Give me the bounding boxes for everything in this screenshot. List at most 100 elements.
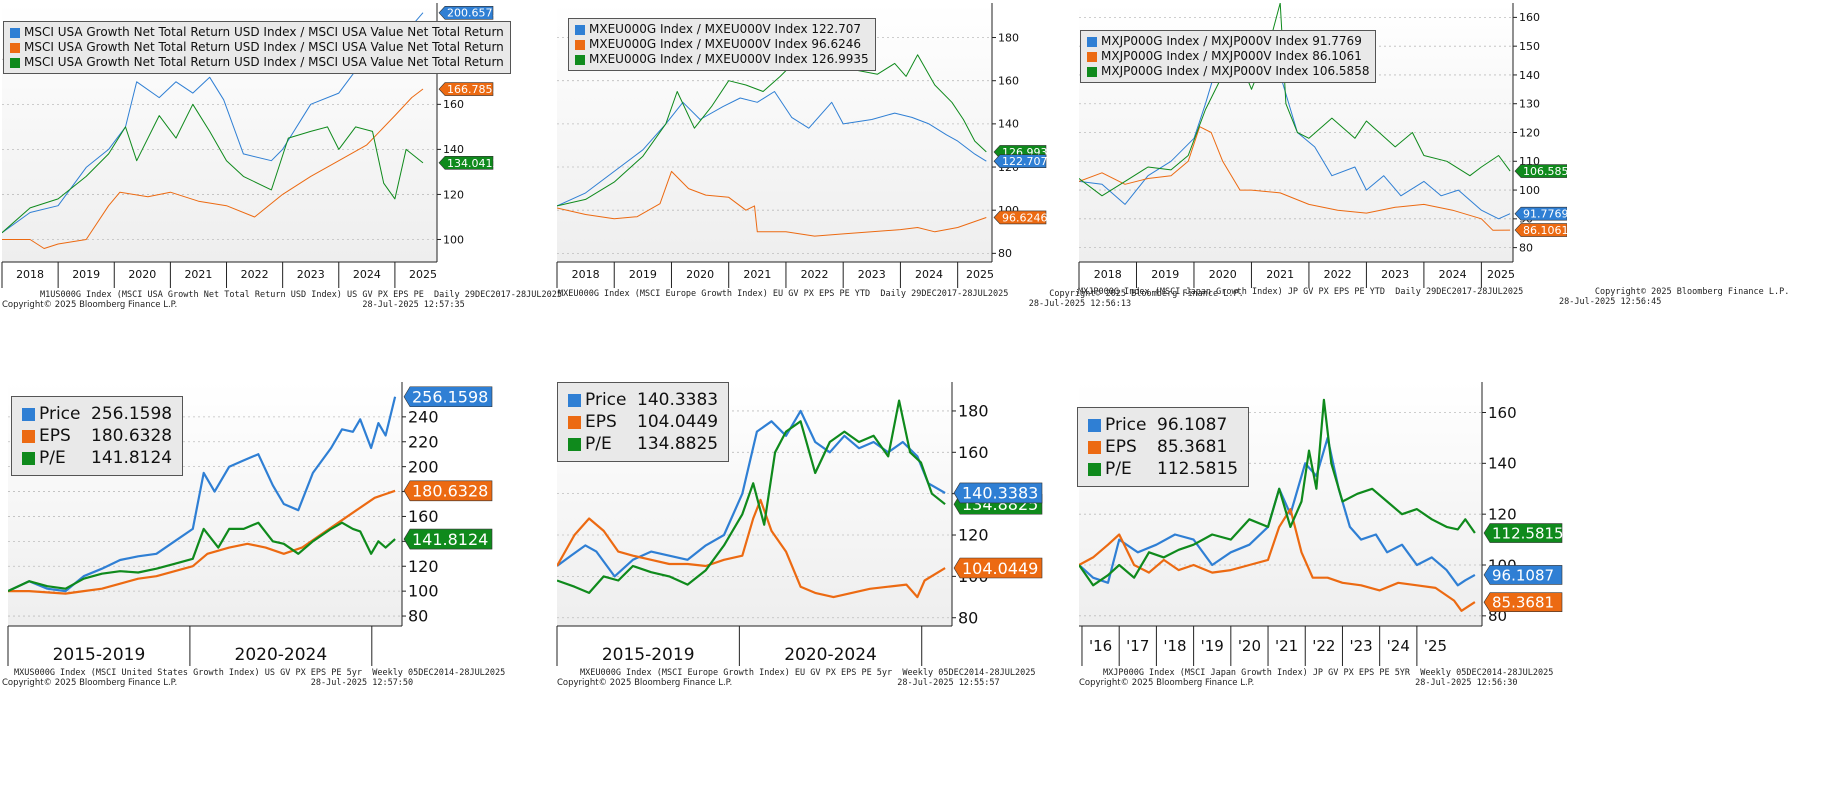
x-tick-label: '16	[1089, 637, 1112, 655]
y-tick-label: 100	[408, 582, 439, 601]
x-tick-label: '25	[1424, 637, 1447, 655]
value-tag-text: 91.7769	[1523, 208, 1567, 221]
y-tick-label: 180	[958, 402, 989, 421]
value-tag-shape	[438, 5, 494, 20]
series-line-blue	[8, 396, 397, 593]
value-tag-shape	[1514, 206, 1567, 221]
y-tick-label: 180	[998, 31, 1019, 44]
value-tag-blue: 200.6575	[438, 5, 495, 20]
y-tick-label: 80	[1519, 241, 1533, 254]
x-tick-label: 2025	[966, 268, 994, 281]
legend-swatch	[568, 393, 581, 407]
copyright-text: Copyright© 2025 Bloomberg Finance L.P.	[2, 300, 178, 310]
value-tag-green: 134.0412	[438, 156, 495, 170]
x-tick-label: '22	[1312, 637, 1335, 655]
value-tag-blue: 96.1087	[1483, 565, 1563, 585]
x-tick-label: 2021	[1266, 268, 1294, 281]
x-tick-label: 2020	[128, 268, 156, 281]
legend-swatch	[1087, 36, 1097, 47]
y-tick-label: 120	[1519, 126, 1540, 139]
chart-panel-japan-5yr: 80100120140160'15'16'17'18'19'20'21'22'2…	[1077, 378, 1567, 694]
x-tick-label: 2024	[1439, 268, 1467, 281]
legend-label: P/E	[39, 448, 66, 468]
legend-entry: P/E 112.5815	[1088, 458, 1238, 480]
copyright-text: Copyright© 2025 Bloomberg Finance L.P.	[557, 678, 733, 688]
x-tick-label: 2019	[1151, 268, 1179, 281]
y-tick-label: 80	[998, 247, 1012, 260]
value-tag-text: 104.0449	[962, 559, 1038, 578]
x-tick-label: '23	[1349, 637, 1372, 655]
x-tick-label: 2018	[572, 268, 600, 281]
legend-entry: MXJP000G Index / MXJP000V Index 91.7769	[1087, 34, 1369, 49]
legend-swatch	[22, 407, 35, 421]
footer-line-1: MXJP000G Index (MSCI Japan Growth Index)…	[1078, 287, 1790, 297]
legend-text: MSCI USA Growth Net Total Return USD Ind…	[24, 55, 504, 69]
series-line-blue	[1079, 31, 1511, 220]
chart-legend: MXEU000G Index / MXEU000V Index 122.707 …	[568, 18, 876, 71]
legend-entry: Price 96.1087	[1088, 414, 1238, 436]
y-tick-label: 80	[408, 607, 428, 626]
legend-entry: Price 140.3383	[568, 389, 718, 411]
value-tag-shape	[1483, 592, 1563, 612]
series-line-blue	[557, 409, 946, 578]
footer-line-2: 28-Jul-2025 12:56:13	[558, 299, 1132, 309]
x-tick-label: '18	[1163, 637, 1186, 655]
value-tag-green: 141.8124	[403, 528, 493, 550]
y-tick-label: 140	[1488, 455, 1517, 473]
legend-text: MXEU000G Index / MXEU000V Index 96.6246	[589, 37, 862, 51]
footer-line-2: 28-Jul-2025 12:57:35	[40, 300, 465, 310]
x-tick-label: 2024	[915, 268, 943, 281]
legend-value: 134.8825	[637, 434, 719, 454]
x-tick-label: 2018	[16, 268, 44, 281]
legend-entry: MXEU000G Index / MXEU000V Index 96.6246	[575, 37, 869, 52]
x-tick-label: '17	[1126, 637, 1149, 655]
chart-footer: MXUS000G Index (MSCI United States Growt…	[14, 668, 505, 688]
y-tick-label: 200	[408, 457, 439, 476]
series-line-orange	[557, 170, 987, 237]
legend-entry: P/E 141.8124	[22, 447, 172, 469]
legend-entry: EPS 85.3681	[1088, 436, 1238, 458]
y-tick-label: 140	[1519, 69, 1540, 82]
value-tag-shape	[438, 156, 494, 170]
legend-label: EPS	[39, 426, 71, 446]
chart-footer: MXJP000G Index (MSCI Japan Growth Index)…	[1078, 287, 1789, 307]
footer-line-1: MXUS000G Index (MSCI United States Growt…	[14, 668, 506, 678]
chart-legend: MXJP000G Index / MXJP000V Index 91.7769 …	[1080, 30, 1377, 83]
value-tag-text: 141.8124	[412, 530, 488, 549]
legend-entry: EPS 104.0449	[568, 411, 718, 433]
legend-value: 140.3383	[637, 390, 719, 410]
value-tag-text: 85.3681	[1492, 594, 1554, 612]
y-tick-label: 100	[443, 233, 464, 246]
legend-swatch	[10, 27, 20, 38]
value-tag-orange: 166.7855	[438, 82, 495, 96]
chart-legend: Price 140.3383 EPS 104.0449 P/E 134.8825	[557, 382, 730, 462]
value-tag-orange: 86.1061	[1514, 223, 1567, 237]
chart-panel-us-daily: 1001201401601802018201920202021202220232…	[0, 0, 562, 312]
x-tick-label: 2023	[858, 268, 886, 281]
legend-swatch	[1087, 51, 1097, 62]
y-tick-label: 120	[408, 557, 439, 576]
y-tick-label: 220	[408, 432, 439, 451]
series-line-green	[8, 521, 396, 593]
legend-entry: MSCI USA Growth Net Total Return USD Ind…	[10, 40, 504, 55]
chart-panel-japan-daily: 8090100110120130140150160201820192020202…	[1077, 0, 1789, 312]
legend-swatch	[575, 39, 585, 50]
legend-label: Price	[585, 390, 627, 410]
legend-swatch	[22, 451, 35, 465]
legend-text: MXJP000G Index / MXJP000V Index 91.7769	[1101, 34, 1362, 48]
legend-entry: MXEU000G Index / MXEU000V Index 126.9935	[575, 52, 869, 67]
x-tick-label: 2022	[1324, 268, 1352, 281]
value-tag-text: 122.707	[1002, 155, 1048, 168]
value-tag-text: 112.5815	[1492, 524, 1564, 542]
legend-text: MXEU000G Index / MXEU000V Index 126.9935	[589, 52, 869, 66]
legend-entry: MXJP000G Index / MXJP000V Index 86.1061	[1087, 49, 1369, 64]
y-tick-label: 140	[443, 143, 464, 156]
series-line-blue	[1079, 436, 1476, 587]
value-tag-text: 166.7855	[447, 83, 495, 96]
y-tick-label: 160	[958, 443, 989, 462]
value-tag-shape	[438, 82, 494, 96]
legend-label: P/E	[585, 434, 612, 454]
y-tick-label: 130	[1519, 98, 1540, 111]
legend-swatch	[568, 415, 581, 429]
x-tick-label: '20	[1238, 637, 1261, 655]
